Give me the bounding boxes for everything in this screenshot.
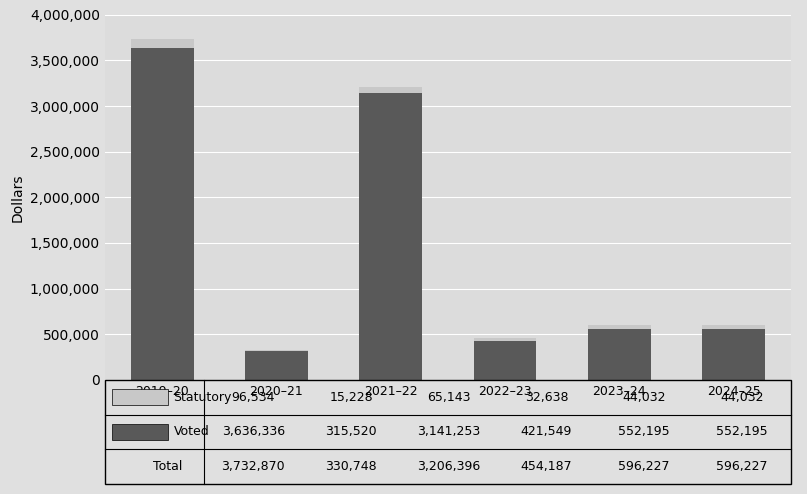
Text: 3,206,396: 3,206,396 bbox=[417, 460, 480, 473]
Text: 96,534: 96,534 bbox=[232, 391, 275, 404]
Bar bbox=[588, 326, 650, 329]
Text: 3,141,253: 3,141,253 bbox=[417, 425, 480, 439]
Bar bbox=[359, 93, 422, 380]
Text: 421,549: 421,549 bbox=[521, 425, 572, 439]
Bar bbox=[474, 338, 537, 341]
Text: 3,636,336: 3,636,336 bbox=[222, 425, 285, 439]
Text: 552,195: 552,195 bbox=[618, 425, 670, 439]
Text: 315,520: 315,520 bbox=[325, 425, 377, 439]
Bar bbox=[131, 39, 194, 48]
Text: 44,032: 44,032 bbox=[622, 391, 666, 404]
Text: 596,227: 596,227 bbox=[618, 460, 670, 473]
Text: Statutory: Statutory bbox=[174, 391, 232, 404]
Y-axis label: Dollars: Dollars bbox=[10, 173, 24, 222]
Bar bbox=[245, 351, 307, 380]
Text: 552,195: 552,195 bbox=[716, 425, 767, 439]
Text: 3,732,870: 3,732,870 bbox=[221, 460, 285, 473]
Text: Voted: Voted bbox=[174, 425, 209, 439]
Text: 454,187: 454,187 bbox=[521, 460, 572, 473]
Bar bbox=[702, 326, 765, 329]
Text: Total: Total bbox=[153, 460, 182, 473]
Text: 15,228: 15,228 bbox=[329, 391, 373, 404]
Bar bbox=[588, 329, 650, 380]
Bar bbox=[131, 48, 194, 380]
Bar bbox=[245, 350, 307, 351]
Bar bbox=[111, 424, 169, 440]
Bar bbox=[359, 87, 422, 93]
Text: 32,638: 32,638 bbox=[525, 391, 568, 404]
Text: 65,143: 65,143 bbox=[427, 391, 470, 404]
Text: 330,748: 330,748 bbox=[325, 460, 377, 473]
Bar bbox=[474, 341, 537, 380]
Bar bbox=[702, 329, 765, 380]
Bar bbox=[111, 389, 169, 405]
Text: 596,227: 596,227 bbox=[717, 460, 767, 473]
Text: 44,032: 44,032 bbox=[720, 391, 763, 404]
